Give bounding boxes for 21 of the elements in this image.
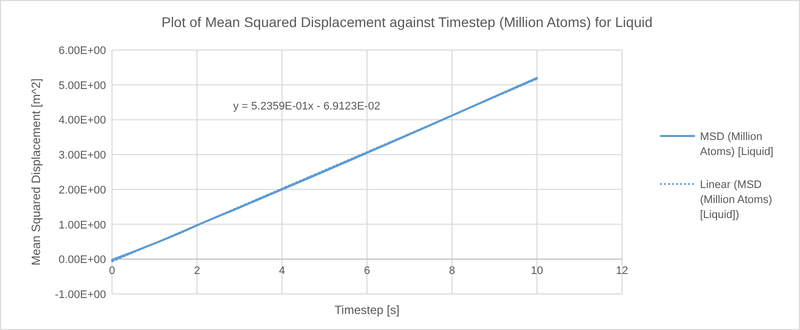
x-tick-label: 4 <box>278 265 286 278</box>
annotation: y = 5.2359E-01x - 6.9123E-02 <box>233 100 380 112</box>
y-tick-label: 4.00E+00 <box>58 114 106 127</box>
x-tick-label: 6 <box>364 265 370 278</box>
x-tick-label: 12 <box>616 265 628 278</box>
y-tick-label: 6.00E+00 <box>58 45 106 57</box>
y-tick-label: 3.00E+00 <box>58 150 106 162</box>
x-tick-label: 2 <box>194 265 200 278</box>
x-tick-label: 10 <box>530 265 544 278</box>
x-tick-label: 8 <box>448 265 456 278</box>
x-tick-label: 0 <box>108 265 116 278</box>
legend-label: Linear (MSD (Million Atoms) [Liquid]) <box>700 179 772 221</box>
y-tick-label: -1.00E+00 <box>54 289 106 301</box>
y-tick-label: 1.00E+00 <box>58 219 106 232</box>
legend-label: MSD (Million Atoms) [Liquid] <box>700 131 774 158</box>
y-axis-title: Mean Squared Displacement [m^2] <box>29 78 43 266</box>
x-axis-title: Timestep [s] <box>334 303 400 317</box>
chart-title: Plot of Mean Squared Displacement against Timestep (Million Atoms) for Liquid <box>161 14 653 30</box>
y-tick-label: 2.00E+00 <box>58 184 106 196</box>
y-tick-label: 0.00E+00 <box>58 254 106 266</box>
y-tick-label: 5.00E+00 <box>58 80 106 92</box>
